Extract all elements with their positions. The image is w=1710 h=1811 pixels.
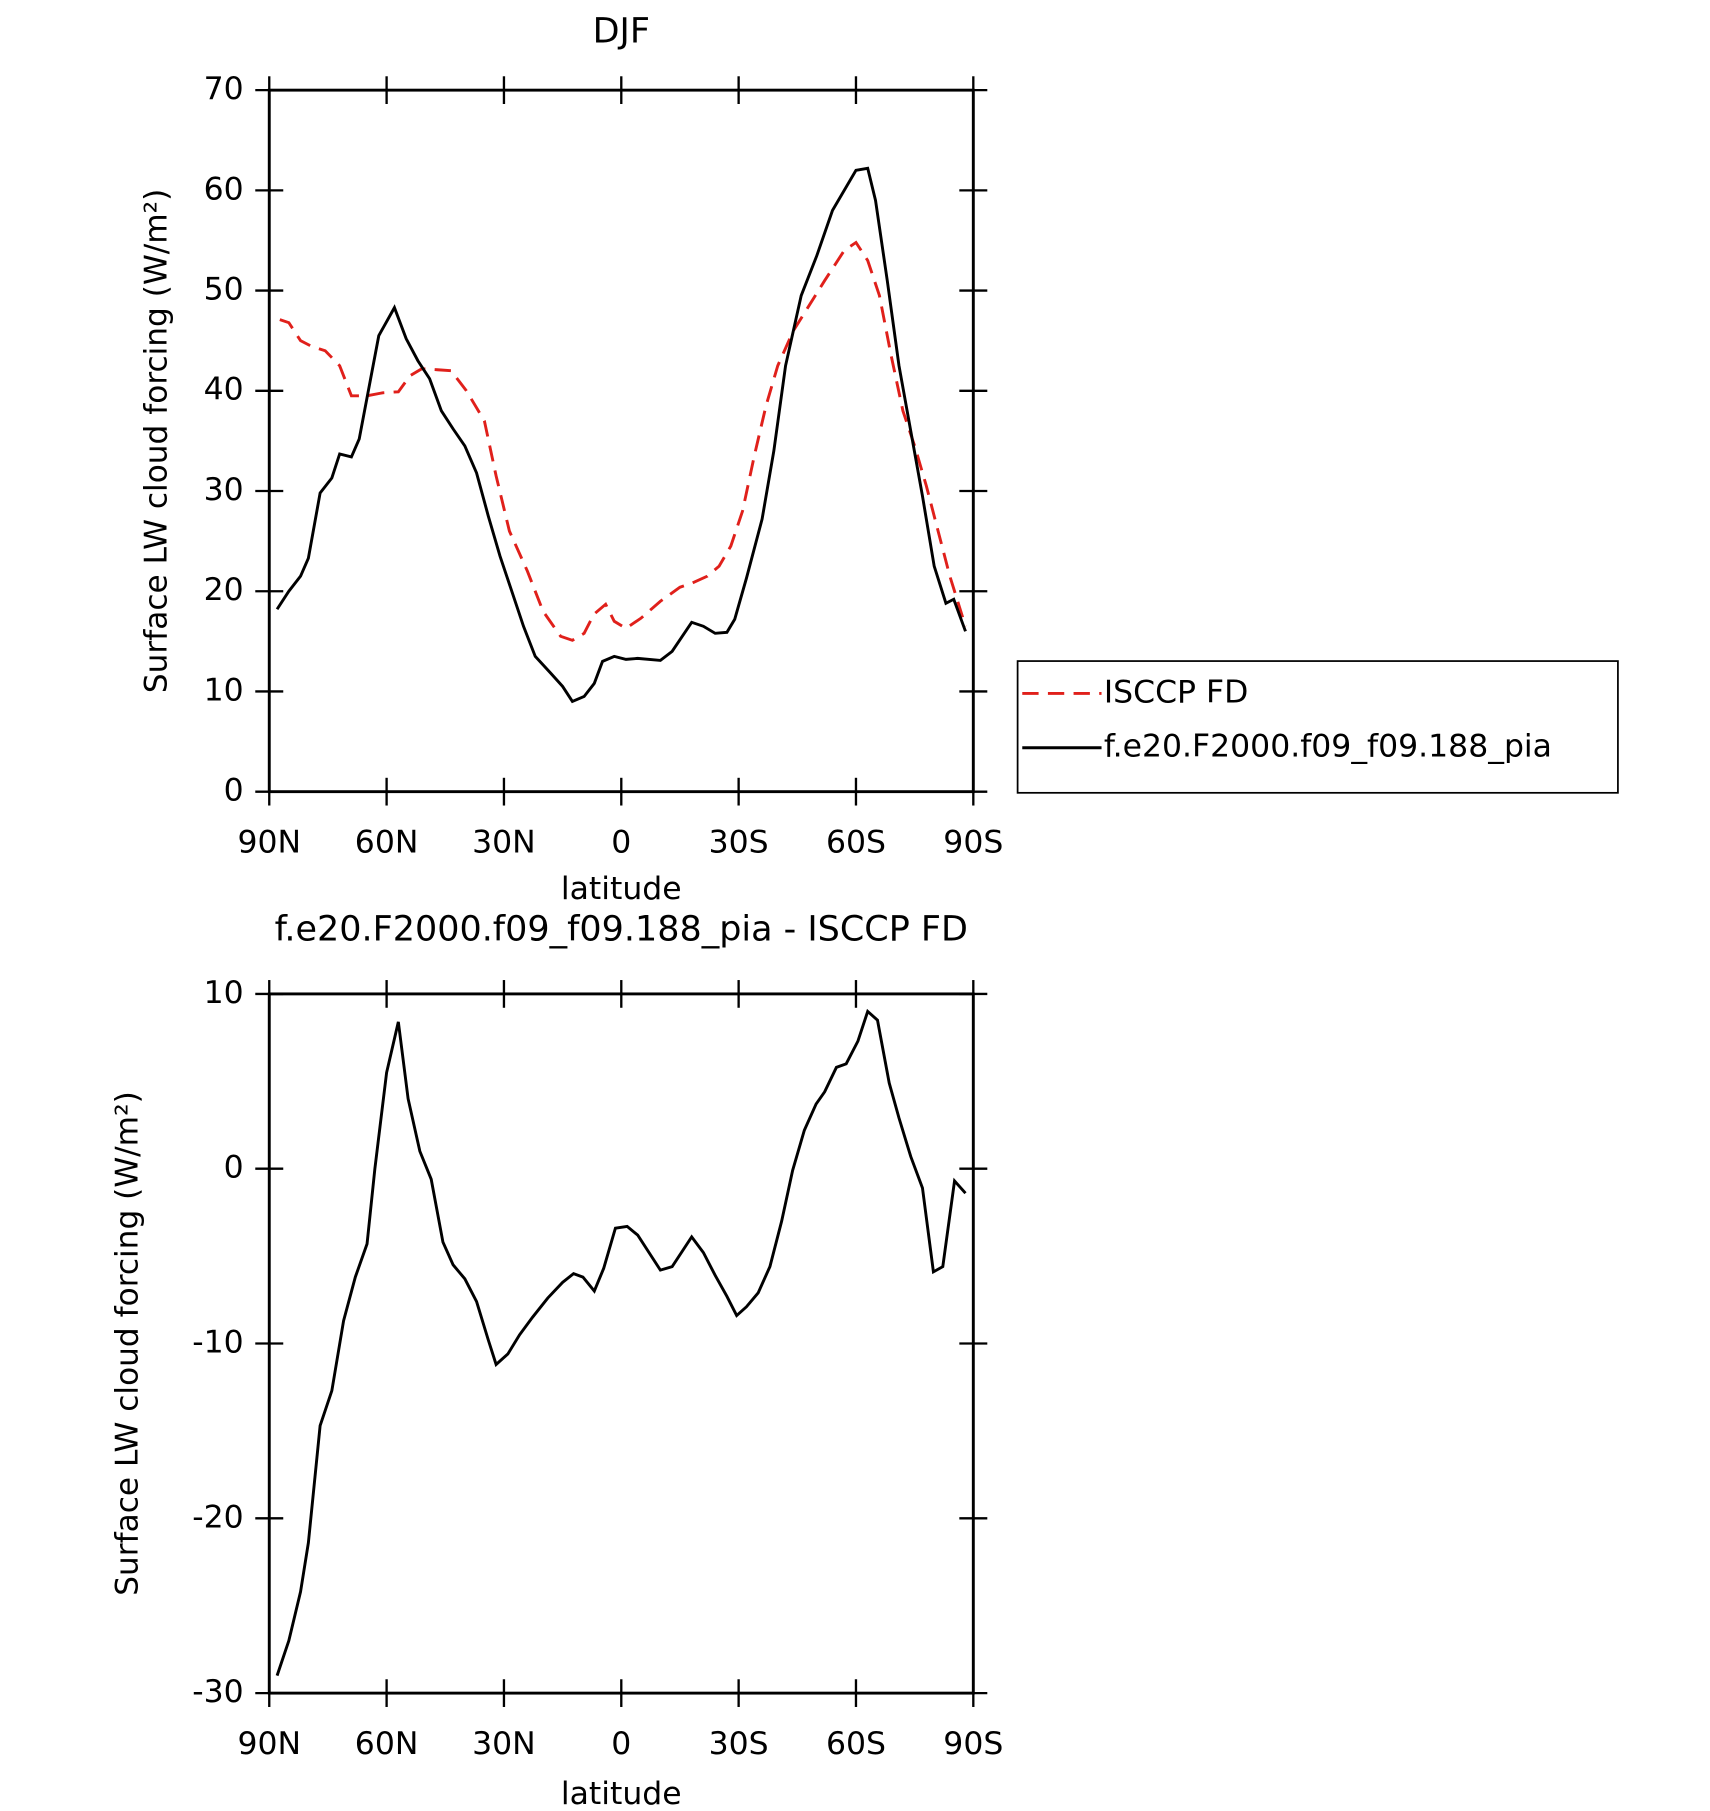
- x-tick-label: 90S: [943, 1726, 1003, 1762]
- y-tick-label: 70: [204, 71, 244, 107]
- y-tick-label: 30: [204, 472, 244, 508]
- x-tick-label: 90N: [237, 1726, 301, 1762]
- chart-title: DJF: [593, 11, 650, 51]
- chart-title: f.e20.F2000.f09_f09.188_pia - ISCCP FD: [275, 909, 968, 949]
- legend-label: f.e20.F2000.f09_f09.188_pia: [1104, 729, 1552, 765]
- y-axis-label: Surface LW cloud forcing (W/m²): [109, 1091, 145, 1596]
- plot-frame: [267, 88, 975, 794]
- x-tick-label: 60N: [355, 825, 419, 861]
- y-tick-label: 50: [204, 272, 244, 308]
- y-tick-label: 0: [224, 1150, 244, 1186]
- x-tick-label: 30S: [709, 1726, 769, 1762]
- y-tick-label: 10: [204, 673, 244, 709]
- x-tick-label: 30N: [472, 825, 536, 861]
- x-axis-label: latitude: [561, 871, 682, 907]
- x-axis-label: latitude: [561, 1776, 682, 1811]
- x-tick-label: 90S: [943, 825, 1003, 861]
- y-axis-label: Surface LW cloud forcing (W/m²): [138, 189, 174, 694]
- y-tick-label: -10: [192, 1325, 243, 1361]
- x-tick-label: 60S: [826, 1726, 886, 1762]
- plot-frame: [267, 992, 975, 1695]
- x-tick-label: 30S: [709, 825, 769, 861]
- legend-label: ISCCP FD: [1104, 675, 1248, 711]
- y-tick-label: 20: [204, 572, 244, 608]
- x-tick-label: 30N: [472, 1726, 536, 1762]
- y-tick-label: 0: [224, 773, 244, 809]
- x-tick-label: 60N: [355, 1726, 419, 1762]
- x-tick-label: 60S: [826, 825, 886, 861]
- data-line: [279, 240, 967, 642]
- x-tick-label: 0: [611, 825, 631, 861]
- x-tick-label: 0: [611, 1726, 631, 1762]
- x-tick-label: 90N: [237, 825, 301, 861]
- data-line: [275, 1008, 967, 1677]
- y-tick-label: -20: [192, 1499, 243, 1535]
- y-tick-label: 60: [204, 171, 244, 207]
- y-tick-label: -30: [192, 1674, 243, 1710]
- y-tick-label: 40: [204, 372, 244, 408]
- data-line: [275, 166, 967, 704]
- legend-box: [1016, 660, 1619, 794]
- y-tick-label: 10: [204, 975, 244, 1011]
